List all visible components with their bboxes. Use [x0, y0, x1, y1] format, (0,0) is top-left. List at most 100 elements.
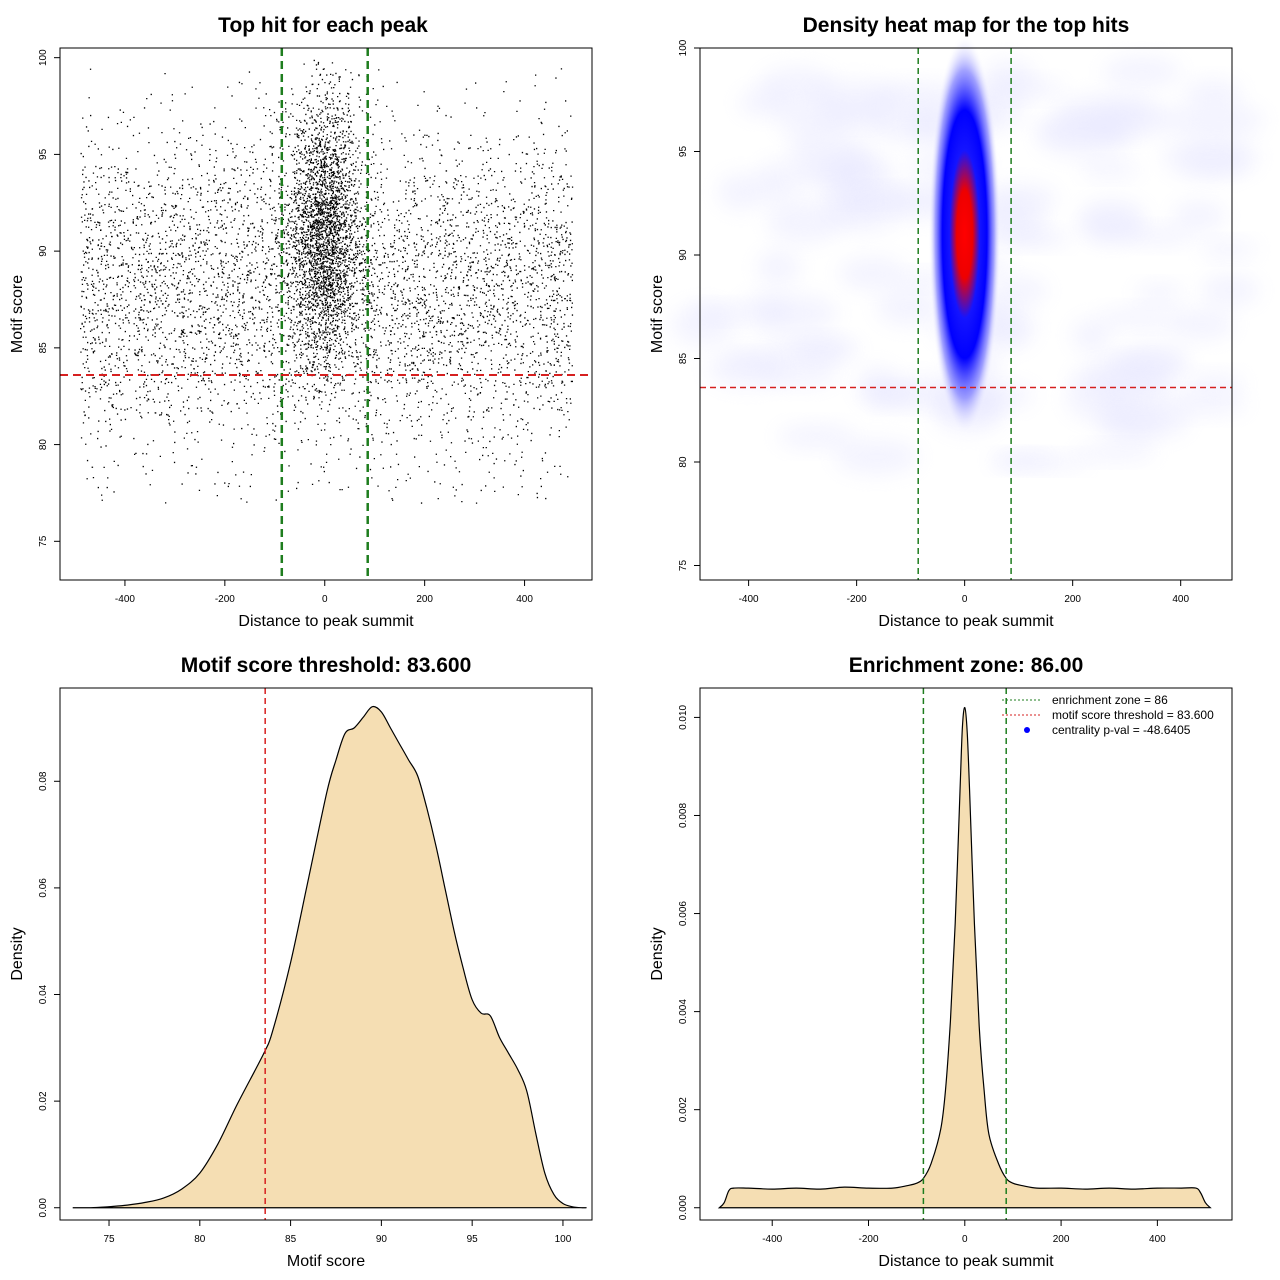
x-tick-label: 200	[1053, 1234, 1070, 1245]
density-speckle	[1199, 240, 1258, 258]
x-tick-label: 400	[516, 594, 533, 605]
x-tick-label: 400	[1149, 1234, 1166, 1245]
density-speckle	[793, 337, 851, 362]
density-speckle	[757, 249, 800, 286]
distance-density-y-axis: 0.000 0.002 0.004 0.006 0.008 0.010	[678, 704, 700, 1220]
score-density-plot-frame	[59, 687, 593, 1221]
density-speckle	[1158, 392, 1248, 416]
density-speckle	[755, 161, 797, 204]
x-tick-label: 0	[962, 594, 968, 605]
heatmap-title: Density heat map for the top hits	[803, 14, 1130, 37]
heatmap-x-label: Distance to peak summit	[878, 613, 1054, 630]
scatter-title: Top hit for each peak	[218, 14, 428, 37]
density-speckle	[1169, 103, 1264, 138]
y-tick-label: 85	[678, 353, 689, 365]
y-tick-label: 0.02	[38, 1091, 49, 1111]
density-speckle	[777, 424, 857, 449]
score-density-x-label: Motif score	[287, 1253, 365, 1270]
density-speckle	[1037, 114, 1131, 158]
distance-density-title: Enrichment zone: 86.00	[849, 654, 1084, 677]
x-tick-label: 200	[1064, 594, 1081, 605]
density-speckle	[1097, 307, 1183, 327]
density-speckle	[776, 104, 848, 136]
density-speckle	[831, 186, 875, 217]
x-tick-label: -200	[847, 594, 867, 605]
heatmap-plot-frame	[699, 47, 1233, 581]
density-speckle	[787, 128, 870, 171]
y-tick-label: 0.002	[678, 1097, 689, 1122]
heatmap-y-label: Motif score	[649, 275, 666, 353]
scatter-points	[80, 59, 574, 504]
y-tick-label: 0.04	[38, 984, 49, 1004]
density-speckle	[1103, 56, 1181, 87]
legend-entry-label: motif score threshold = 83.600	[1052, 708, 1214, 722]
score-density-title: Motif score threshold: 83.600	[181, 654, 472, 677]
x-tick-label: 80	[194, 1234, 206, 1245]
x-tick-label: 75	[103, 1234, 115, 1245]
score-density-y-label: Density	[9, 927, 26, 980]
density-hotspot	[928, 34, 1001, 435]
heatmap-density	[928, 34, 1001, 435]
distance-density-y-label: Density	[649, 927, 666, 980]
y-tick-label: 0.004	[678, 999, 689, 1024]
scatter-plot-frame	[59, 47, 593, 581]
y-tick-label: 0.008	[678, 803, 689, 828]
panel-heatmap: Density heat map for the top hits -400 -2…	[649, 14, 1264, 630]
heatmap-background	[671, 56, 1264, 475]
density-speckle	[998, 229, 1073, 247]
score-density-x-axis: 75 80 85 90 95 100	[103, 1220, 572, 1245]
density-speckle	[1183, 373, 1245, 396]
y-tick-label: 0.00	[38, 1198, 49, 1218]
density-speckle	[1083, 213, 1139, 241]
y-tick-label: 0.08	[38, 771, 49, 791]
heatmap-y-axis: 75 80 85 90 95 100	[678, 39, 700, 571]
y-tick-label: 75	[678, 560, 689, 572]
scatter-y-axis: 75 80 85 90 95 100	[38, 49, 60, 547]
density-speckle	[1172, 200, 1226, 232]
x-tick-label: 400	[1172, 594, 1189, 605]
density-speckle	[728, 352, 771, 371]
y-tick-label: 80	[678, 456, 689, 468]
x-tick-label: 85	[285, 1234, 297, 1245]
heatmap-ref-lines	[700, 48, 1232, 580]
distance-density-area	[717, 706, 1212, 1209]
density-speckle	[1099, 378, 1168, 403]
density-speckle	[694, 303, 749, 321]
density-speckle	[876, 288, 943, 326]
panel-score-density: Motif score threshold: 83.600 75 80 85 90 95…	[9, 654, 593, 1270]
x-tick-label: 0	[962, 1234, 968, 1245]
x-tick-label: -400	[115, 594, 135, 605]
legend-entry-label: enrichment zone = 86	[1052, 693, 1168, 707]
panel-scatter: Top hit for each peak -400 -200 0 200 400 75…	[9, 14, 593, 630]
distance-density-ref-lines	[922, 688, 1007, 1220]
scatter-y-label: Motif score	[9, 275, 26, 353]
density-speckle	[839, 257, 906, 290]
density-speckle	[983, 59, 1036, 96]
y-tick-label: 85	[38, 342, 49, 354]
y-tick-label: 100	[38, 49, 49, 66]
x-tick-label: -400	[739, 594, 759, 605]
density-speckle	[990, 452, 1051, 469]
heatmap-x-axis: -400 -200 0 200 400	[739, 580, 1189, 605]
x-tick-label: 90	[376, 1234, 388, 1245]
distance-density-x-label: Distance to peak summit	[878, 1253, 1054, 1270]
scatter-point-cloud	[80, 59, 574, 504]
score-density-area	[72, 705, 587, 1209]
y-tick-label: 80	[38, 439, 49, 451]
y-tick-label: 0.010	[678, 704, 689, 729]
x-tick-label: -200	[858, 1234, 878, 1245]
density-speckle	[834, 439, 919, 475]
score-density-y-axis: 0.00 0.02 0.04 0.06 0.08	[38, 771, 60, 1217]
y-tick-label: 95	[38, 148, 49, 160]
distance-density-x-axis: -400 -200 0 200 400	[762, 1220, 1166, 1245]
x-tick-label: 100	[555, 1234, 572, 1245]
scatter-ref-lines	[60, 48, 592, 580]
x-tick-label: 200	[416, 594, 433, 605]
density-speckle	[1114, 341, 1190, 382]
density-speckle	[1071, 319, 1112, 353]
density-speckle	[759, 294, 837, 333]
x-tick-label: -400	[762, 1234, 782, 1245]
density-speckle	[864, 386, 924, 407]
